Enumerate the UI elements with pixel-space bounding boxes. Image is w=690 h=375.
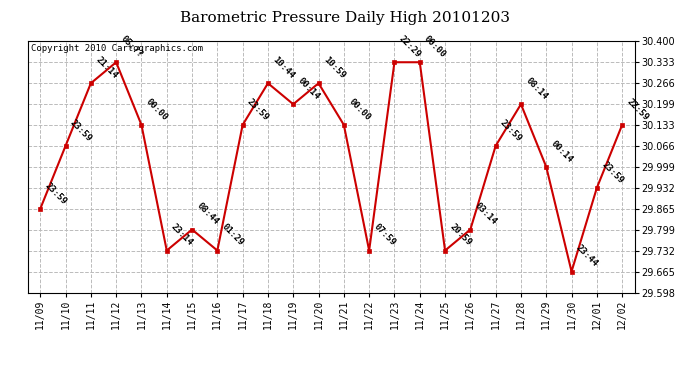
Text: 00:14: 00:14 bbox=[296, 76, 322, 102]
Text: 21:14: 21:14 bbox=[94, 55, 119, 81]
Text: 08:44: 08:44 bbox=[195, 201, 220, 227]
Text: 23:59: 23:59 bbox=[498, 118, 524, 143]
Text: 23:14: 23:14 bbox=[170, 222, 195, 248]
Text: 20:59: 20:59 bbox=[448, 222, 473, 248]
Text: 00:00: 00:00 bbox=[422, 34, 448, 60]
Text: 23:59: 23:59 bbox=[43, 181, 68, 206]
Text: 08:14: 08:14 bbox=[524, 76, 549, 102]
Text: 01:29: 01:29 bbox=[220, 222, 246, 248]
Text: 07:59: 07:59 bbox=[372, 222, 397, 248]
Text: Copyright 2010 Cartographics.com: Copyright 2010 Cartographics.com bbox=[30, 44, 203, 53]
Text: 03:14: 03:14 bbox=[473, 201, 498, 227]
Text: 23:59: 23:59 bbox=[68, 118, 94, 143]
Text: 05:??: 05:?? bbox=[119, 34, 144, 60]
Text: 00:00: 00:00 bbox=[346, 97, 372, 122]
Text: 23:44: 23:44 bbox=[574, 243, 600, 269]
Text: 23:59: 23:59 bbox=[600, 160, 625, 185]
Text: 23:59: 23:59 bbox=[246, 97, 270, 122]
Text: 10:44: 10:44 bbox=[270, 55, 296, 81]
Text: 00:00: 00:00 bbox=[144, 97, 170, 122]
Text: 10:59: 10:59 bbox=[322, 55, 346, 81]
Text: Barometric Pressure Daily High 20101203: Barometric Pressure Daily High 20101203 bbox=[180, 11, 510, 25]
Text: 22:29: 22:29 bbox=[397, 34, 422, 60]
Text: 00:14: 00:14 bbox=[549, 139, 574, 164]
Text: 22:59: 22:59 bbox=[625, 97, 650, 122]
